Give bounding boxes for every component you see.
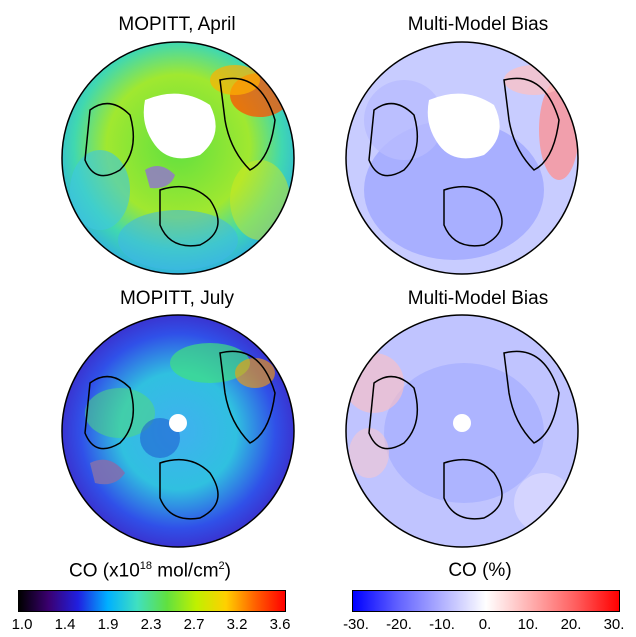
colorbar-bias-tick: -30.: [343, 616, 369, 633]
colorbar-co-tick: 3.2: [226, 616, 248, 633]
colorbar-co-tick: 2.7: [183, 616, 205, 633]
map-bias-july: [345, 314, 579, 548]
colorbar-co-label: CO (x1018 mol/cm2): [69, 560, 231, 582]
colorbar-co-tick: 1.9: [97, 616, 119, 633]
map-mopitt-july: [61, 314, 295, 548]
colorbar-co-tick: 2.3: [140, 616, 162, 633]
colorbar-co-tick: 3.6: [269, 616, 291, 633]
panel-title-bias-april: Multi-Model Bias: [407, 14, 549, 35]
colorbar-bias-tick: 30.: [603, 616, 625, 633]
colorbar-bias-tick: 0.: [478, 616, 492, 633]
colorbar-bias-tick: -20.: [386, 616, 412, 633]
colorbar-bias-tick: -10.: [429, 616, 455, 633]
panel-title-july: MOPITT, July: [119, 288, 234, 309]
colorbar-bias-label: CO (%): [448, 560, 512, 581]
colorbar-co-tick: 1.4: [54, 616, 76, 633]
colorbar-bias: [352, 590, 620, 612]
colorbar-bias-tick: 20.: [560, 616, 582, 633]
colorbar-bias-tick: 10.: [517, 616, 539, 633]
map-mopitt-april: [61, 41, 295, 275]
map-bias-april: [345, 41, 579, 275]
colorbar-co-tick: 1.0: [11, 616, 33, 633]
panel-title-april: MOPITT, April: [118, 14, 236, 35]
colorbar-co: [18, 590, 286, 612]
panel-title-bias-july: Multi-Model Bias: [407, 288, 549, 309]
